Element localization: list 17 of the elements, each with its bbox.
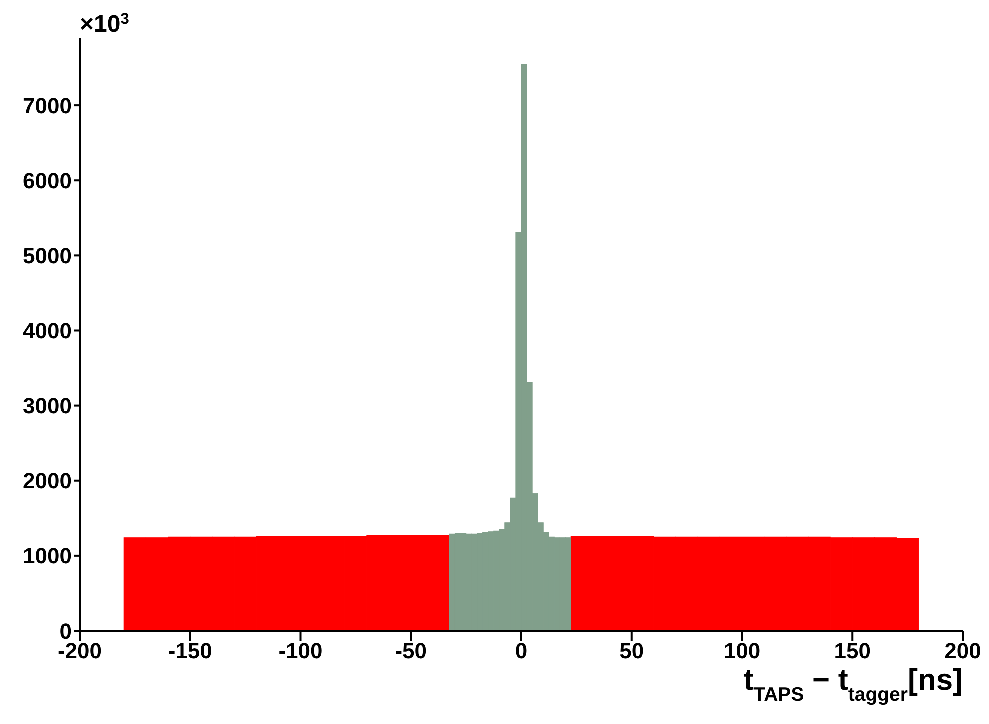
x-tick-label: 150 <box>834 638 871 664</box>
x-tick-label: 200 <box>944 638 982 664</box>
x-tick-label: 100 <box>724 638 761 664</box>
x-tick-label: 50 <box>620 638 644 664</box>
x-tick-label: 0 <box>515 638 528 664</box>
y-tick-label: 3000 <box>23 394 72 419</box>
y-tick-label: 7000 <box>23 93 72 118</box>
x-tick-label: -100 <box>278 638 323 664</box>
x-tick-label: -150 <box>168 638 212 664</box>
y-tick-label: 6000 <box>23 168 72 194</box>
y-tick-label: 2000 <box>23 468 72 494</box>
y-axis-title: ×10$^{3}$ <box>80 10 130 38</box>
y-tick-label: 4000 <box>23 318 72 344</box>
x-axis-title: t$_{TAPS}$ − t$_{tagger}$[ns] <box>744 664 963 706</box>
y-tick-label: 5000 <box>23 243 72 268</box>
x-tick-label: -50 <box>395 638 428 664</box>
y-tick-label: 1000 <box>23 544 72 569</box>
